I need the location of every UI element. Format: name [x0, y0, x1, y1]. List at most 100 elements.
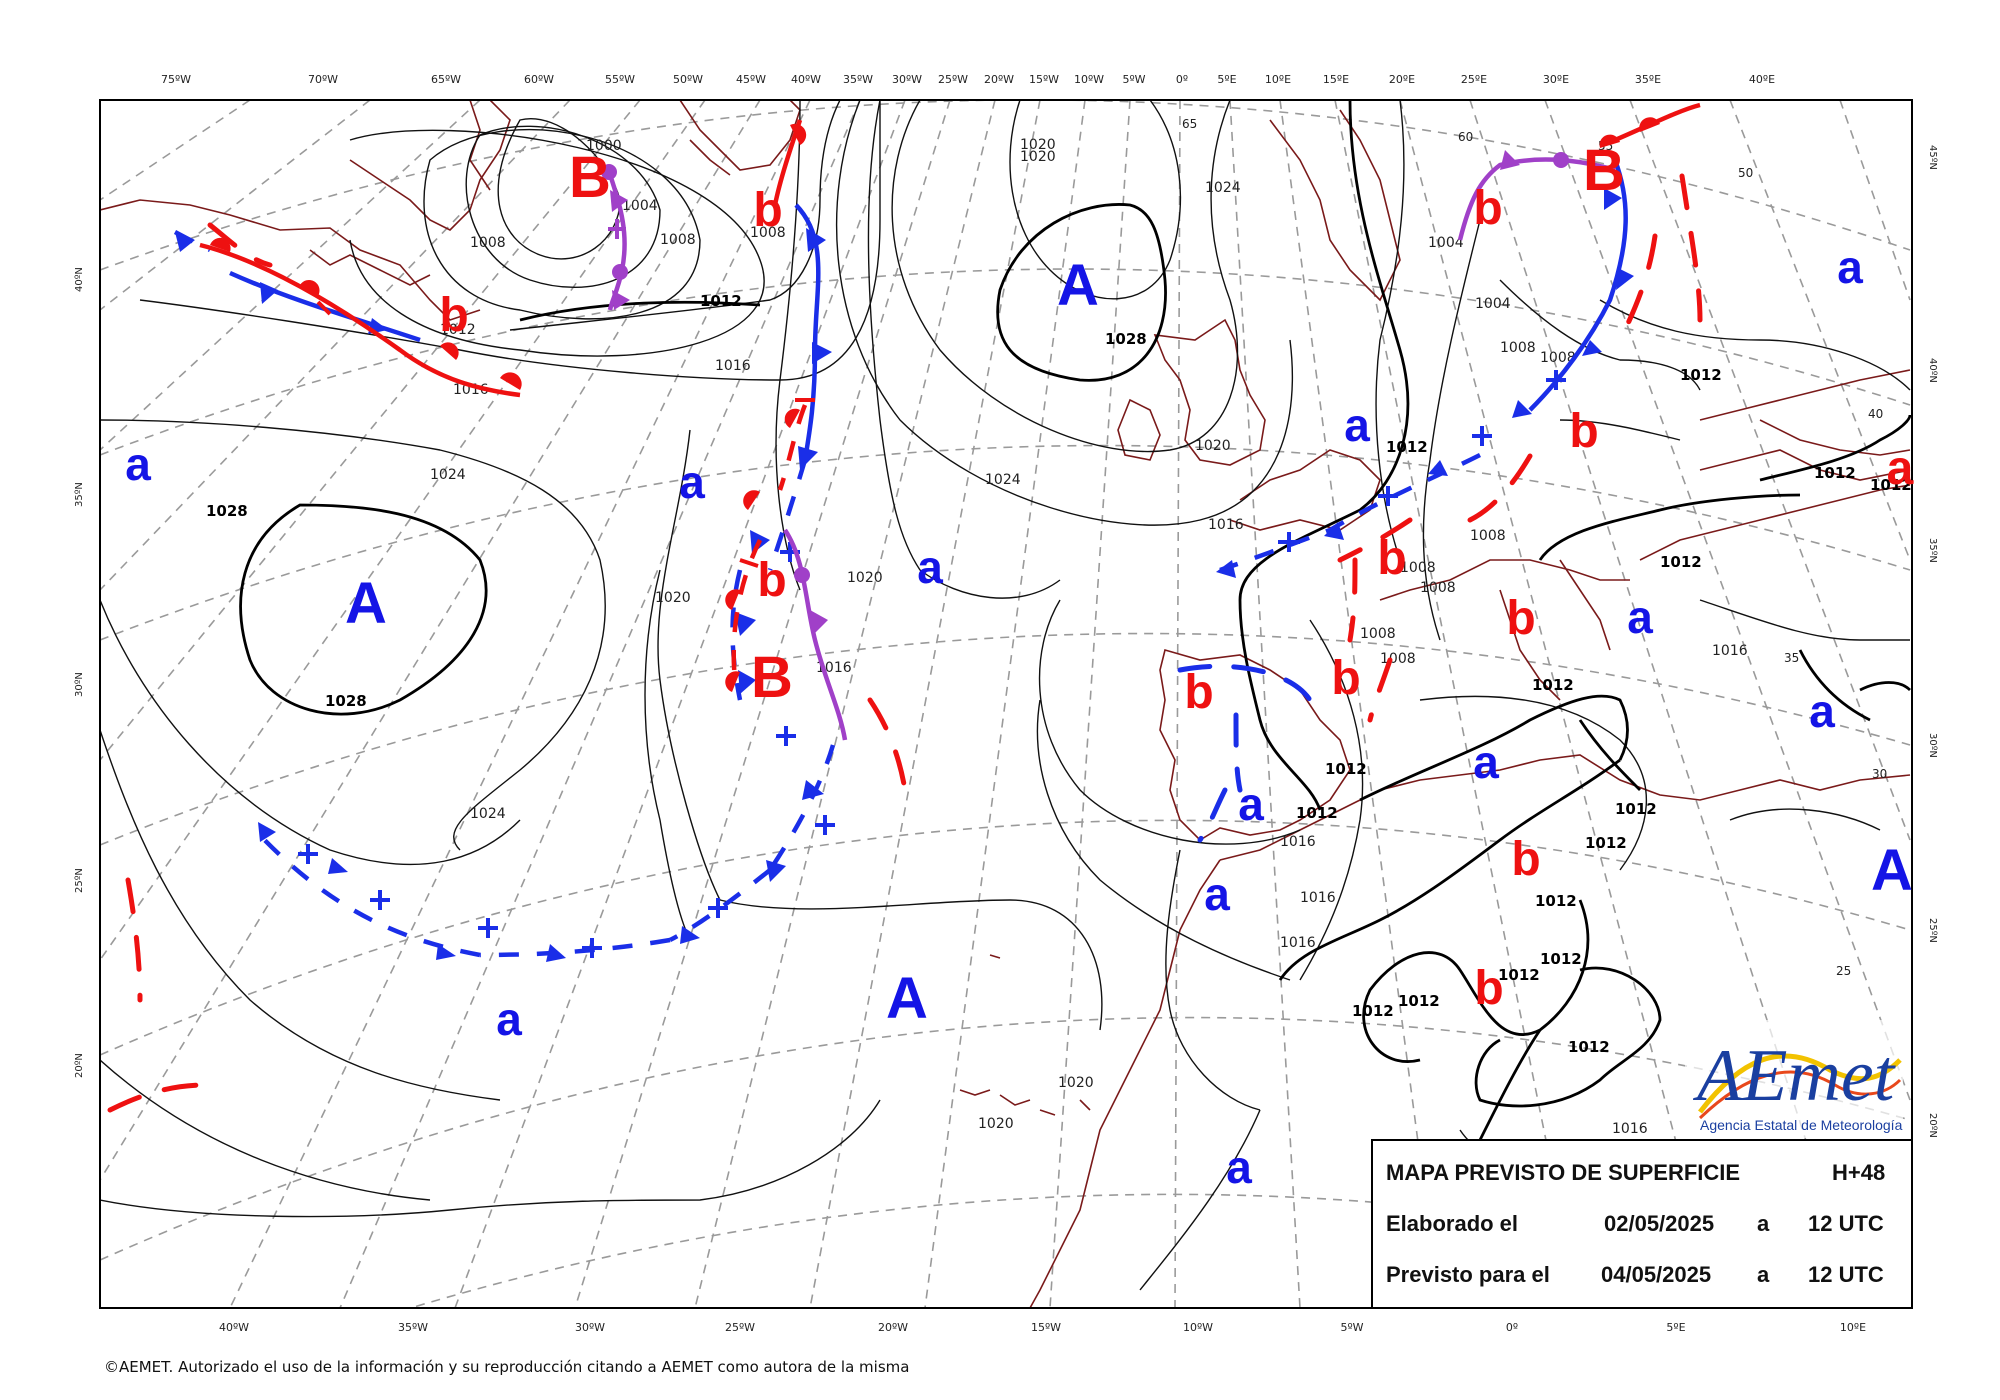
isobar-label: 1028 — [206, 502, 248, 520]
lon-label: 10ºW — [1183, 1321, 1213, 1334]
lat-label: 45ºN — [1927, 145, 1938, 170]
isobar-label: 1012 — [1615, 800, 1657, 818]
coastlines — [100, 100, 1911, 1308]
legend-valid-time: 12 UTC — [1808, 1262, 1884, 1287]
high-center: A — [345, 571, 387, 636]
troughs — [107, 173, 1703, 1113]
lon-label: 20ºW — [984, 73, 1014, 86]
low-center-minor: b — [1377, 532, 1406, 585]
low-center-minor: b — [753, 184, 782, 237]
isobar-label: 1012 — [440, 322, 476, 338]
lon-label: 25ºW — [725, 1321, 755, 1334]
isobar-label: 1024 — [985, 472, 1021, 488]
legend-box: MAPA PREVISTO DE SUPERFICIE H+48 Elabora… — [1371, 1139, 1913, 1309]
isobar-label: 1008 — [1420, 580, 1456, 596]
isobar-label: 1012 — [1532, 676, 1574, 694]
legend-valid-label: Previsto para el — [1386, 1262, 1550, 1287]
isobar-label: 1012 — [1535, 892, 1577, 910]
high-center-minor: a — [496, 993, 522, 1045]
logo-subtitle: Agencia Estatal de Meteorología — [1700, 1117, 1903, 1133]
high-center-minor: a — [1238, 778, 1264, 830]
high-center-minor: a — [917, 541, 943, 593]
lon-label: 10ºE — [1265, 73, 1291, 86]
lat-label: 40ºN — [74, 267, 85, 292]
isobar-label: 1016 — [1280, 935, 1316, 951]
logo-brand: AEmet — [1692, 1035, 1897, 1117]
isobar-label: 1012 — [1680, 366, 1722, 384]
isobar-label: 1020 — [978, 1116, 1014, 1132]
high-center-minor: a — [1473, 736, 1499, 788]
legend-issued-time: 12 UTC — [1808, 1211, 1884, 1236]
lon-label: 30ºW — [575, 1321, 605, 1334]
isobar-label: 1008 — [750, 225, 786, 241]
graticule — [100, 100, 1911, 1308]
lat-label: 20ºN — [74, 1053, 85, 1078]
isobar-label: 1020 — [847, 570, 883, 586]
low-center-minor: b — [1473, 182, 1502, 235]
isobar-label: 1016 — [715, 358, 751, 374]
logo-swoosh — [1698, 1053, 1902, 1114]
lon-label: 35ºW — [398, 1321, 428, 1334]
legend-title: MAPA PREVISTO DE SUPERFICIE — [1386, 1160, 1740, 1185]
warm-front-ticks — [316, 300, 815, 568]
legend-issued-label: Elaborado el — [1386, 1211, 1518, 1236]
lon-label: 60ºW — [524, 73, 554, 86]
inner-lat-number: 25 — [1836, 964, 1851, 978]
isobar-label: 1012 — [1540, 950, 1582, 968]
thermal-trough — [1177, 663, 1313, 843]
lat-label: 30ºN — [74, 672, 85, 697]
warm-fronts — [199, 102, 1701, 681]
high-center-minor: a — [1226, 1141, 1252, 1193]
lat-label: 35ºN — [1927, 538, 1938, 563]
lat-label: 30ºN — [1927, 733, 1938, 758]
isobar-label: 1024 — [1205, 180, 1241, 196]
isobar-label: 1020 — [1195, 438, 1231, 454]
occluded-front-symbols — [601, 150, 1569, 634]
isobar-label: 1024 — [430, 467, 466, 483]
legend-lead-time: H+48 — [1832, 1160, 1885, 1185]
lon-label: 35ºE — [1635, 73, 1661, 86]
lon-label: 30ºW — [892, 73, 922, 86]
lon-label: 20ºE — [1389, 73, 1415, 86]
low-center-minor: b — [1511, 833, 1540, 886]
lon-label: 75ºW — [161, 73, 191, 86]
lat-label: 25ºN — [74, 868, 85, 893]
lon-label: 40ºW — [219, 1321, 249, 1334]
copyright-notice: ©AEMET. Autorizado el uso de la informac… — [104, 1358, 910, 1376]
lat-label: 40ºN — [1927, 358, 1938, 383]
inner-lat-number: 60 — [1458, 130, 1473, 144]
lon-label: 5ºW — [1122, 73, 1145, 86]
isobar-label: 1028 — [1105, 330, 1147, 348]
legend-issued-a: a — [1757, 1211, 1770, 1236]
lon-label: 0º — [1176, 73, 1188, 86]
lon-label: 15ºE — [1323, 73, 1349, 86]
lon-label: 25ºE — [1461, 73, 1487, 86]
isobar-label: 1008 — [1400, 560, 1436, 576]
lon-label: 35ºW — [843, 73, 873, 86]
low-center-minor: b — [1474, 962, 1503, 1015]
isobar-label: 1016 — [1712, 643, 1748, 659]
isobar-label: 1012 — [700, 292, 742, 310]
isobar-label: 1012 — [1352, 1002, 1394, 1020]
lon-label: 55ºW — [605, 73, 635, 86]
high-center-minor: a — [1837, 241, 1863, 293]
cold-front-crosses — [298, 370, 1566, 958]
legend-valid-date: 04/05/2025 — [1601, 1262, 1711, 1287]
isobar-label: 1012 — [1325, 760, 1367, 778]
legend-issued-date: 02/05/2025 — [1604, 1211, 1714, 1236]
inner-lat-number: 35 — [1784, 651, 1799, 665]
isobar-label: 1004 — [622, 198, 658, 214]
aemet-logo: AEmet Agencia Estatal de Meteorología — [1685, 1020, 1903, 1138]
isobar-label: 1016 — [1300, 890, 1336, 906]
lon-label: 5ºE — [1666, 1321, 1685, 1334]
high-center-minor: a — [1204, 868, 1230, 920]
lon-label: 10ºE — [1840, 1321, 1866, 1334]
isobar-label: 1008 — [1380, 651, 1416, 667]
high-center-minor: a — [679, 456, 705, 508]
map-frame — [99, 99, 1913, 1309]
lon-label: 15ºW — [1031, 1321, 1061, 1334]
isobars-bold — [239, 100, 1912, 1141]
low-center-minor: a — [1887, 442, 1914, 495]
inner-lat-number: 65 — [1182, 117, 1197, 131]
